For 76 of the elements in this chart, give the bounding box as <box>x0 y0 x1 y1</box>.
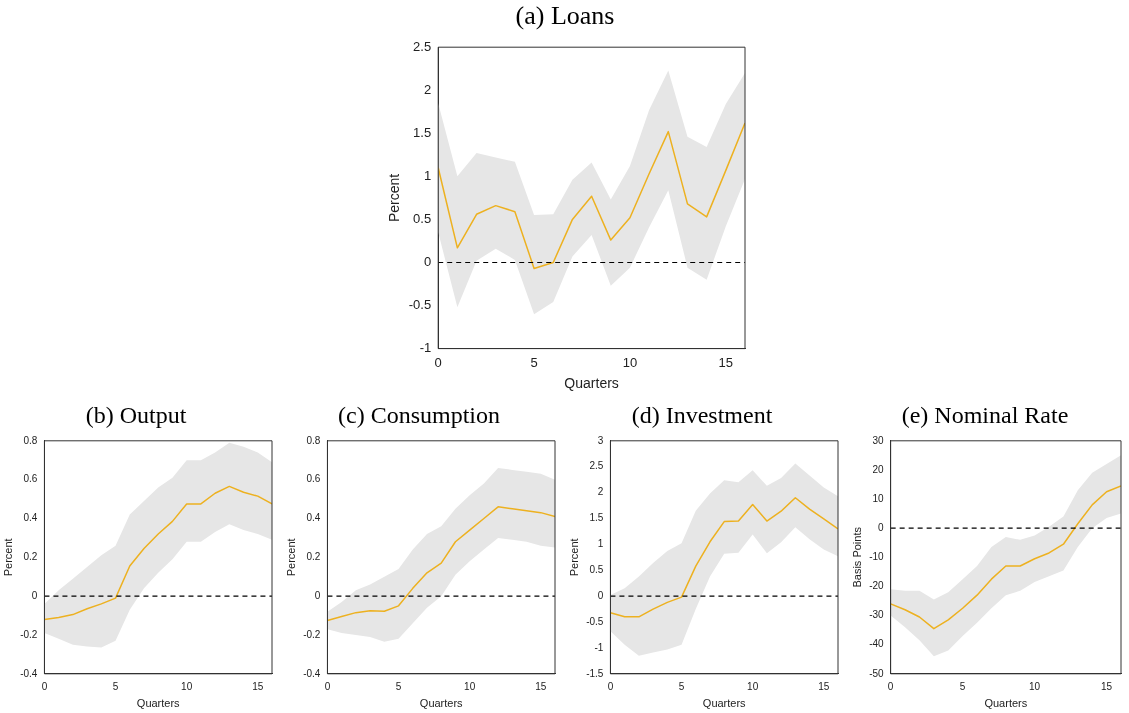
x-tick-label: 15 <box>818 680 830 692</box>
y-tick-label: 0.2 <box>23 551 38 563</box>
x-axis-title: Quarters <box>984 697 1028 710</box>
y-tick-label: -0.2 <box>303 628 321 640</box>
x-axis-title: Quarters <box>136 697 181 710</box>
y-tick-label: 1.5 <box>413 124 432 140</box>
x-tick-label: 15 <box>252 680 264 692</box>
x-tick-label: 5 <box>678 680 685 692</box>
y-tick-label: -0.2 <box>20 628 38 640</box>
x-axis-title: Quarters <box>702 697 747 710</box>
y-tick-label: 1 <box>597 538 604 550</box>
y-tick-label: 1.5 <box>589 512 604 524</box>
x-tick-label: 0 <box>887 680 894 692</box>
chart-title: (e) Nominal Rate <box>901 401 1069 428</box>
y-tick-label: 0.6 <box>23 473 38 485</box>
y-axis-title: Percent <box>1 538 14 577</box>
y-tick-label: -0.4 <box>20 667 38 679</box>
y-tick-label: 10 <box>872 492 885 504</box>
x-tick-label: 0 <box>434 354 442 370</box>
x-tick-label: 15 <box>535 680 547 692</box>
y-tick-label: -10 <box>869 551 885 563</box>
y-tick-label: 0.8 <box>306 434 321 446</box>
x-tick-label: 5 <box>530 354 538 370</box>
chart-title: (d) Investment <box>631 401 773 428</box>
y-tick-label: 2 <box>597 486 604 498</box>
chart-title: (a) Loans <box>515 1 615 31</box>
x-tick-label: 10 <box>464 680 476 692</box>
y-axis-title: Percent <box>284 538 297 577</box>
chart-title: (c) Consumption <box>338 401 500 428</box>
y-tick-label: -40 <box>869 638 885 650</box>
x-tick-label: 10 <box>181 680 193 692</box>
y-axis-title: Basis Points <box>850 526 863 588</box>
x-tick-label: 5 <box>395 680 402 692</box>
y-tick-label: 0.2 <box>306 551 321 563</box>
y-tick-label: 0.6 <box>306 473 321 485</box>
y-tick-label: 0.8 <box>23 434 38 446</box>
x-tick-label: 10 <box>1029 680 1041 692</box>
x-tick-label: 0 <box>324 680 331 692</box>
x-tick-label: 10 <box>747 680 759 692</box>
y-tick-label: 0 <box>597 589 604 601</box>
x-axis-title: Quarters <box>419 697 464 710</box>
x-tick-label: 5 <box>959 680 966 692</box>
y-tick-label: 0.4 <box>23 512 38 524</box>
y-tick-label: 0 <box>314 589 321 601</box>
y-tick-label: -0.4 <box>303 667 321 679</box>
y-tick-label: -0.5 <box>586 615 604 627</box>
y-tick-label: -50 <box>869 667 885 679</box>
y-tick-label: 1 <box>423 167 432 183</box>
y-tick-label: 0.5 <box>589 563 604 575</box>
y-tick-label: 0.4 <box>306 512 321 524</box>
chart-title: (b) Output <box>85 401 187 428</box>
y-tick-label: 2.5 <box>413 38 432 54</box>
y-tick-label: -20 <box>869 580 885 592</box>
y-tick-label: 0.5 <box>413 211 432 227</box>
x-tick-label: 0 <box>41 680 48 692</box>
y-axis-title: Percent <box>386 173 403 223</box>
y-tick-label: -0.5 <box>408 297 432 313</box>
x-tick-label: 15 <box>718 354 734 370</box>
x-tick-label: 10 <box>622 354 638 370</box>
y-axis-title: Percent <box>567 538 580 577</box>
y-tick-label: -1.5 <box>586 667 604 679</box>
x-tick-label: 0 <box>607 680 614 692</box>
x-tick-label: 5 <box>112 680 119 692</box>
y-tick-label: -30 <box>869 609 885 621</box>
y-tick-label: 3 <box>597 434 604 446</box>
x-axis-title: Quarters <box>564 375 619 392</box>
y-tick-label: -1 <box>594 641 604 653</box>
x-tick-label: 15 <box>1101 680 1113 692</box>
y-tick-label: 0 <box>31 589 38 601</box>
y-tick-label: 2.5 <box>589 460 604 472</box>
y-tick-label: 0 <box>423 254 432 270</box>
y-tick-label: 0 <box>878 521 885 533</box>
y-tick-label: 20 <box>872 463 885 475</box>
y-tick-label: 2 <box>423 81 432 97</box>
y-tick-label: -1 <box>419 340 432 356</box>
y-tick-label: 30 <box>872 434 885 446</box>
